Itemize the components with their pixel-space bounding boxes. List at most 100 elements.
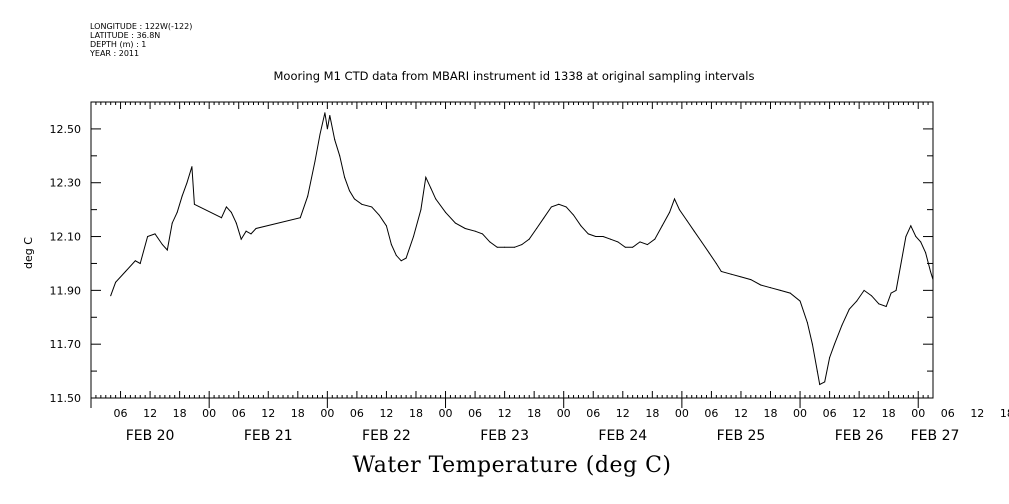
- series-layer: [110, 112, 934, 386]
- data-point: [395, 254, 397, 256]
- data-point: [602, 236, 604, 238]
- data-point: [171, 222, 173, 224]
- data-point: [161, 244, 163, 246]
- meta-year: YEAR : 2011: [90, 49, 140, 58]
- x-hour-label: 18: [527, 407, 541, 420]
- data-point: [230, 211, 232, 213]
- data-point: [464, 227, 466, 229]
- data-point: [536, 227, 538, 229]
- data-point: [235, 222, 237, 224]
- data-point: [250, 233, 252, 235]
- y-tick-label: 12.30: [50, 177, 82, 190]
- data-point: [334, 139, 336, 141]
- x-day-label: FEB 20: [126, 428, 175, 444]
- data-point: [319, 133, 321, 135]
- data-point: [425, 176, 427, 178]
- x-hour-label: 00: [911, 407, 925, 420]
- x-hour-label: 12: [261, 407, 275, 420]
- data-point: [639, 241, 641, 243]
- data-point: [353, 198, 355, 200]
- data-point: [932, 279, 934, 281]
- data-point: [390, 244, 392, 246]
- data-point: [193, 203, 195, 205]
- x-hour-label: 00: [439, 407, 453, 420]
- axis-ticks: [90, 101, 934, 408]
- x-axis-label: Water Temperature (deg C): [352, 453, 672, 478]
- data-point: [715, 262, 717, 264]
- y-tick-label: 11.50: [50, 392, 82, 405]
- data-point: [166, 249, 168, 251]
- data-point: [910, 225, 912, 227]
- data-point: [521, 244, 523, 246]
- data-point: [307, 195, 309, 197]
- data-point: [686, 219, 688, 221]
- x-hour-label: 06: [586, 407, 600, 420]
- data-point: [673, 198, 675, 200]
- data-point: [617, 241, 619, 243]
- x-hour-label: 06: [823, 407, 837, 420]
- plot-frame: [90, 101, 934, 399]
- data-point: [720, 271, 722, 273]
- data-point: [191, 166, 193, 168]
- data-point: [513, 246, 515, 248]
- data-point: [154, 233, 156, 235]
- data-point: [811, 343, 813, 345]
- data-point: [816, 370, 818, 372]
- data-point: [878, 303, 880, 305]
- data-point: [378, 214, 380, 216]
- data-point: [324, 112, 326, 114]
- data-point: [413, 236, 415, 238]
- x-day-label: FEB 23: [480, 428, 529, 444]
- x-hour-label: 06: [114, 407, 128, 420]
- data-point: [701, 241, 703, 243]
- data-point: [124, 271, 126, 273]
- data-point: [580, 225, 582, 227]
- data-point: [863, 289, 865, 291]
- x-hour-label: 18: [173, 407, 187, 420]
- x-hour-label: 12: [616, 407, 630, 420]
- data-point: [558, 203, 560, 205]
- data-point: [595, 236, 597, 238]
- data-point: [750, 279, 752, 281]
- data-point: [314, 160, 316, 162]
- data-point: [829, 357, 831, 359]
- data-point: [587, 233, 589, 235]
- x-day-label: FEB 22: [362, 428, 411, 444]
- data-point: [770, 287, 772, 289]
- data-point: [693, 230, 695, 232]
- data-point: [454, 222, 456, 224]
- data-point: [181, 195, 183, 197]
- x-hour-label: 06: [350, 407, 364, 420]
- data-point: [110, 295, 112, 297]
- data-point: [445, 211, 447, 213]
- data-point: [624, 246, 626, 248]
- data-point: [573, 214, 575, 216]
- data-point: [400, 260, 402, 262]
- data-point: [848, 308, 850, 310]
- x-day-label: FEB 24: [598, 428, 647, 444]
- data-point: [326, 128, 328, 130]
- data-point: [565, 206, 567, 208]
- data-point: [255, 227, 257, 229]
- x-hour-label: 12: [852, 407, 866, 420]
- data-point: [186, 182, 188, 184]
- x-hour-label: 18: [764, 407, 778, 420]
- data-point: [669, 211, 671, 213]
- x-hour-label: 06: [468, 407, 482, 420]
- data-point: [245, 230, 247, 232]
- data-point: [834, 343, 836, 345]
- data-point: [885, 306, 887, 308]
- x-hour-label: 18: [1000, 407, 1009, 420]
- data-point: [730, 273, 732, 275]
- data-point: [134, 260, 136, 262]
- x-hour-label: 12: [143, 407, 157, 420]
- data-point: [920, 241, 922, 243]
- data-point: [856, 300, 858, 302]
- data-point: [430, 187, 432, 189]
- data-point: [420, 209, 422, 211]
- data-point: [900, 262, 902, 264]
- data-point: [760, 284, 762, 286]
- x-hour-label: 18: [645, 407, 659, 420]
- data-point: [405, 257, 407, 259]
- data-point: [841, 324, 843, 326]
